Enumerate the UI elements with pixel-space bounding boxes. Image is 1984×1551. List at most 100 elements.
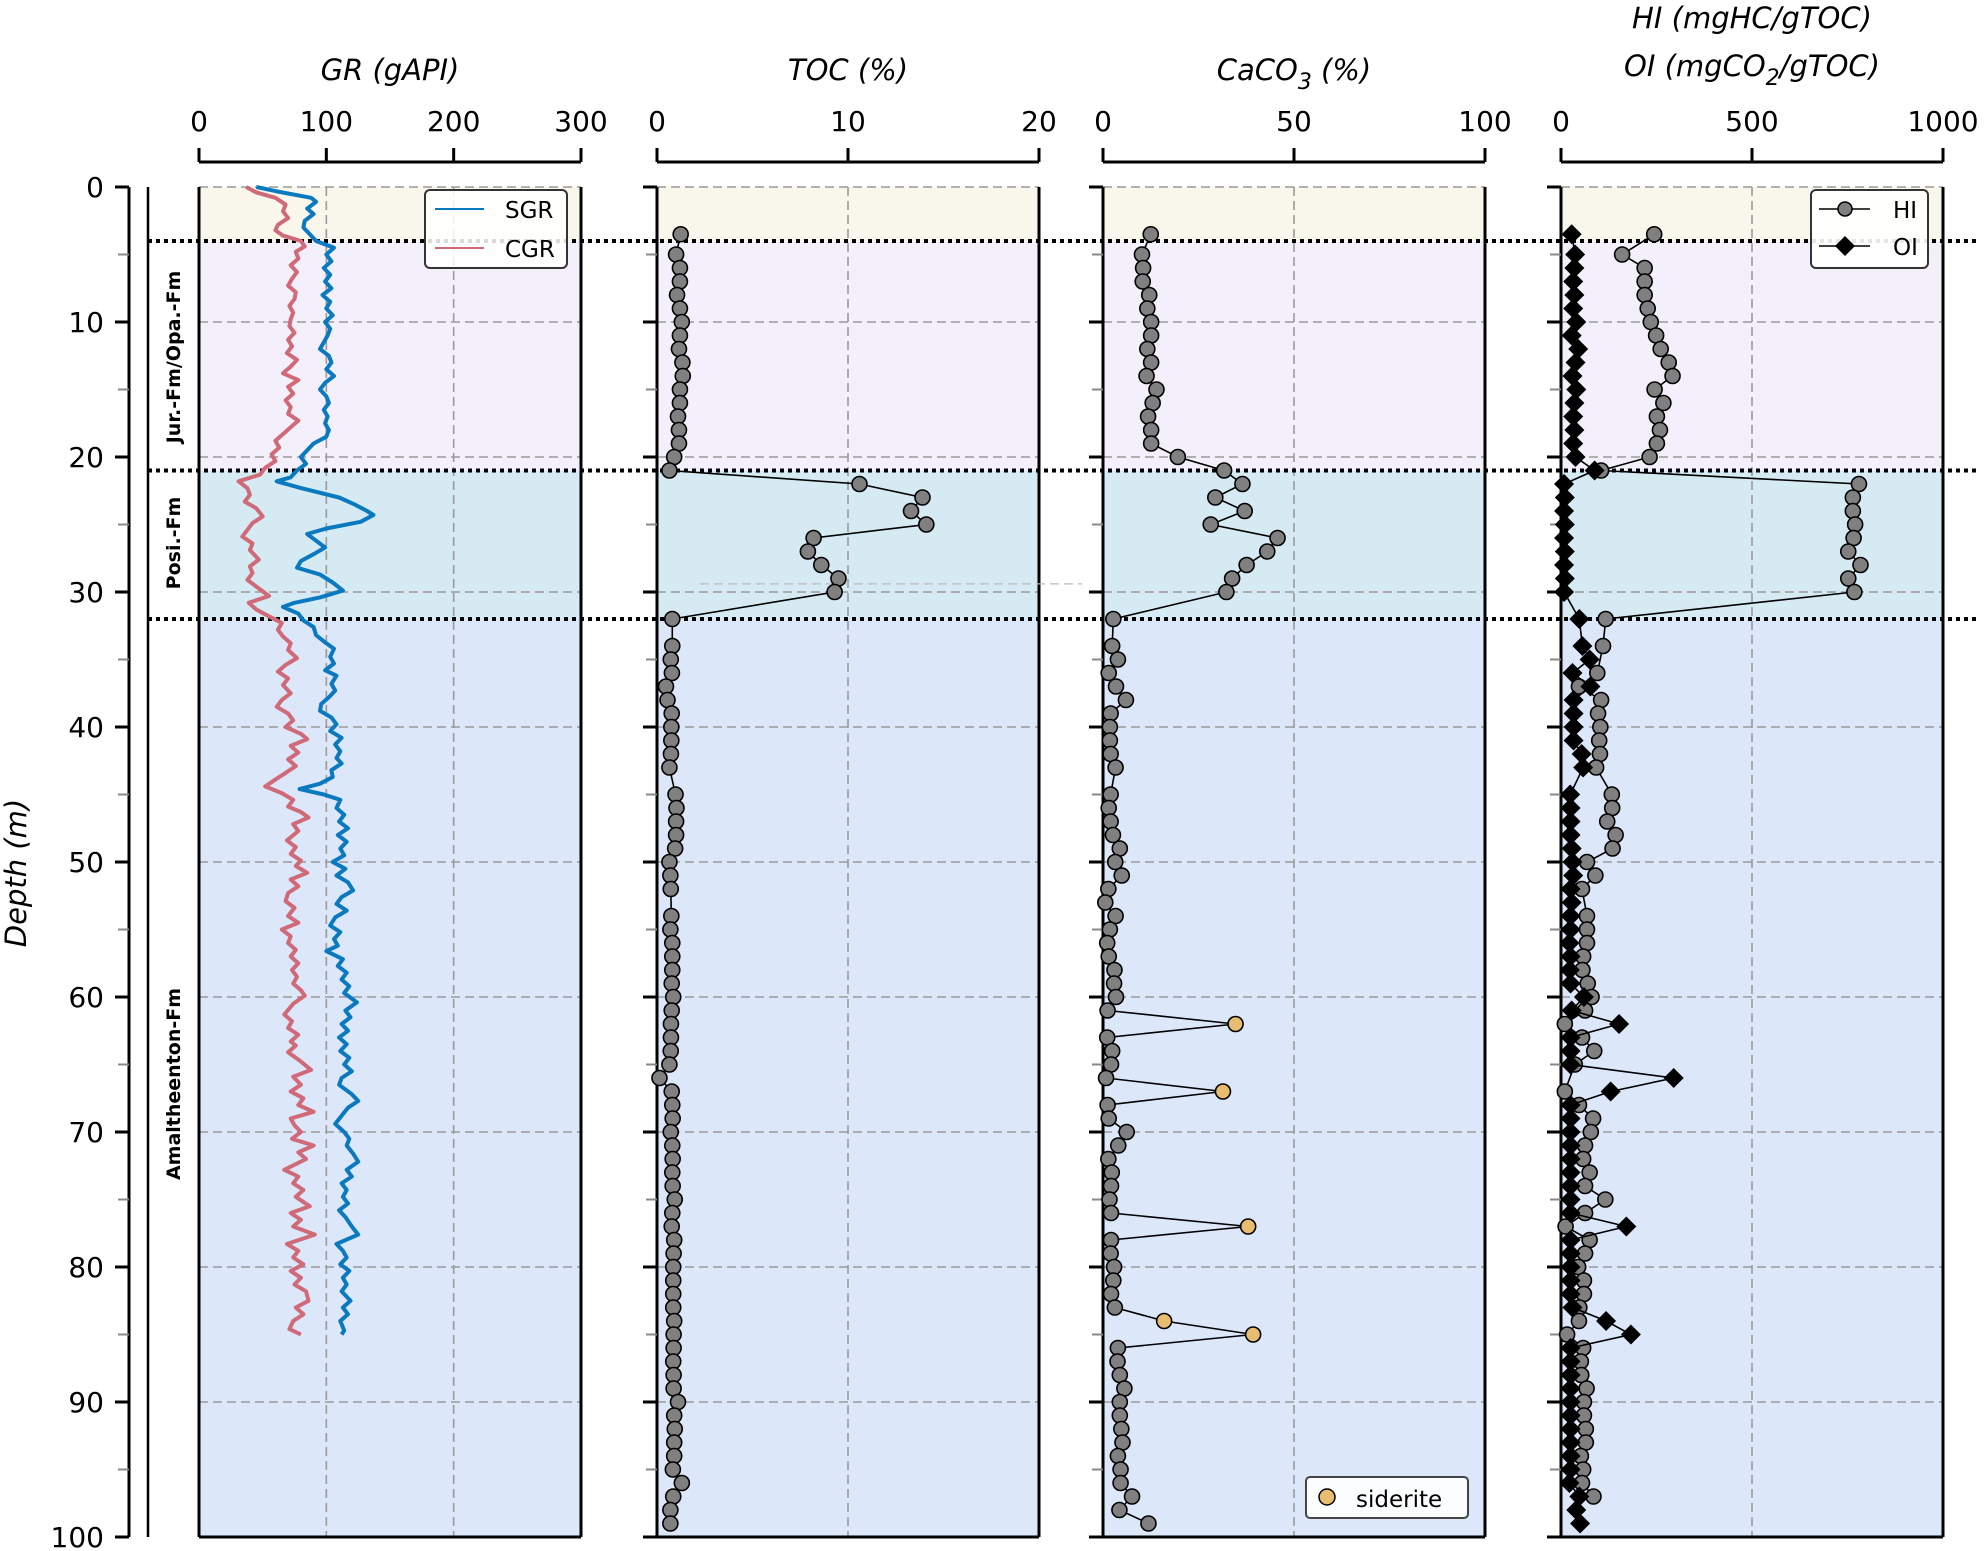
hioi-tick-label: 1000 — [1907, 105, 1978, 138]
formation-label-posi: Posi.-Fm — [163, 497, 185, 590]
oi-point — [1560, 1135, 1581, 1156]
caco3-point — [1140, 1515, 1157, 1532]
gr-axis-title: GR (gAPI) — [321, 53, 460, 87]
caco3-point — [1134, 273, 1152, 290]
hi-point — [1839, 543, 1857, 560]
toc-point — [662, 651, 680, 668]
oi-point — [1560, 906, 1581, 926]
toc-point — [664, 1299, 682, 1316]
oi-point — [1554, 528, 1575, 548]
siderite-legend: siderite — [1305, 1476, 1469, 1519]
sgr-curve — [255, 185, 376, 1336]
caco3-point — [1113, 1420, 1130, 1438]
hi-point — [1648, 408, 1666, 425]
caco3-point — [1100, 799, 1118, 817]
oi-point — [1560, 784, 1581, 805]
hi-point — [1570, 1312, 1588, 1330]
hi-point — [1594, 637, 1612, 655]
oi-point — [1559, 960, 1580, 980]
siderite-legend-label: siderite — [1356, 1487, 1442, 1513]
cgr-curve — [236, 185, 317, 1337]
gr-tick-label: 200 — [427, 105, 480, 138]
toc-point — [671, 394, 689, 412]
siderite-point — [1244, 1326, 1262, 1343]
hi-point — [1592, 691, 1610, 709]
depth-axis-title: Depth (m) — [0, 799, 33, 947]
toc-tick-label: 0 — [648, 105, 666, 138]
caco3-point — [1111, 1407, 1129, 1424]
gr-band-3 — [199, 619, 581, 1537]
toc-point — [812, 556, 830, 574]
toc-tick-label: 20 — [1021, 105, 1057, 138]
oi-point — [1561, 892, 1582, 913]
hi-point — [1585, 1042, 1603, 1060]
toc-point — [663, 907, 680, 925]
caco3-point — [1218, 583, 1235, 601]
hi-point — [1664, 367, 1681, 385]
oi-point — [1560, 879, 1581, 899]
oi-point — [1560, 973, 1581, 994]
oi-point — [1566, 379, 1587, 400]
toc-point — [662, 921, 679, 938]
siderite-point — [1239, 1218, 1257, 1235]
formation-label-jur-opa: Jur.-Fm/Opa.-Fm — [163, 271, 185, 446]
oi-point — [1573, 987, 1594, 1007]
caco3-point — [1207, 489, 1224, 506]
toc-point — [664, 988, 682, 1006]
hi-axis-title: HI (mgHC/gTOC) — [1632, 1, 1872, 35]
caco3-point — [1148, 381, 1165, 398]
gr-band-2 — [199, 470, 581, 619]
oi-point — [1565, 352, 1586, 373]
hioi-tick-label: 500 — [1725, 105, 1778, 138]
oi-point — [1562, 1297, 1583, 1318]
caco3-point — [1096, 894, 1114, 911]
toc-point — [651, 1069, 668, 1087]
hi-point — [1578, 1380, 1595, 1397]
oi-point — [1563, 298, 1584, 319]
hioi-tick-label: 0 — [1552, 105, 1570, 138]
caco3-point — [1169, 448, 1187, 466]
toc-point — [664, 1177, 681, 1195]
oi-point — [1564, 393, 1585, 413]
oi-point — [1560, 1419, 1581, 1439]
hi-point — [1578, 934, 1596, 952]
oi-point — [1560, 1338, 1581, 1358]
hi-point — [1584, 1110, 1602, 1127]
toc-point — [663, 975, 681, 992]
cgr-legend-label: CGR — [505, 237, 555, 263]
oi-point — [1560, 798, 1581, 818]
caco3-point — [1102, 813, 1119, 830]
caco3-point — [1107, 678, 1125, 695]
toc-point — [672, 225, 689, 243]
oi-point — [1561, 1000, 1582, 1021]
depth-tick-label: 20 — [68, 441, 104, 474]
toc-point — [662, 1123, 680, 1141]
caco3-point — [1102, 1177, 1120, 1195]
caco3-point — [1106, 1299, 1124, 1316]
oi-point — [1560, 1365, 1581, 1385]
oi-point — [1580, 676, 1601, 697]
caco3-point — [1109, 1353, 1126, 1370]
oi-point — [1563, 433, 1584, 454]
oi-point — [1579, 649, 1600, 670]
caco3-point — [1103, 1042, 1121, 1060]
oi-point — [1584, 460, 1605, 481]
oi-point — [1560, 1243, 1581, 1264]
toc-point — [666, 1191, 684, 1208]
depth-tick-label: 0 — [86, 171, 104, 204]
oi-point — [1554, 487, 1575, 508]
oi-point — [1560, 1095, 1581, 1115]
caco3-point — [1236, 502, 1254, 520]
caco3-point — [1097, 1069, 1115, 1087]
toc-point — [918, 516, 935, 533]
oi-point — [1568, 339, 1589, 359]
caco3-point — [1102, 786, 1119, 803]
caco3-point — [1142, 225, 1160, 243]
hi-point — [1589, 705, 1607, 722]
hi-point — [1613, 246, 1631, 263]
oi-point — [1600, 1081, 1621, 1102]
caco3-point — [1109, 1447, 1127, 1465]
caco3-point — [1105, 975, 1123, 992]
caco3-point — [1258, 543, 1276, 560]
